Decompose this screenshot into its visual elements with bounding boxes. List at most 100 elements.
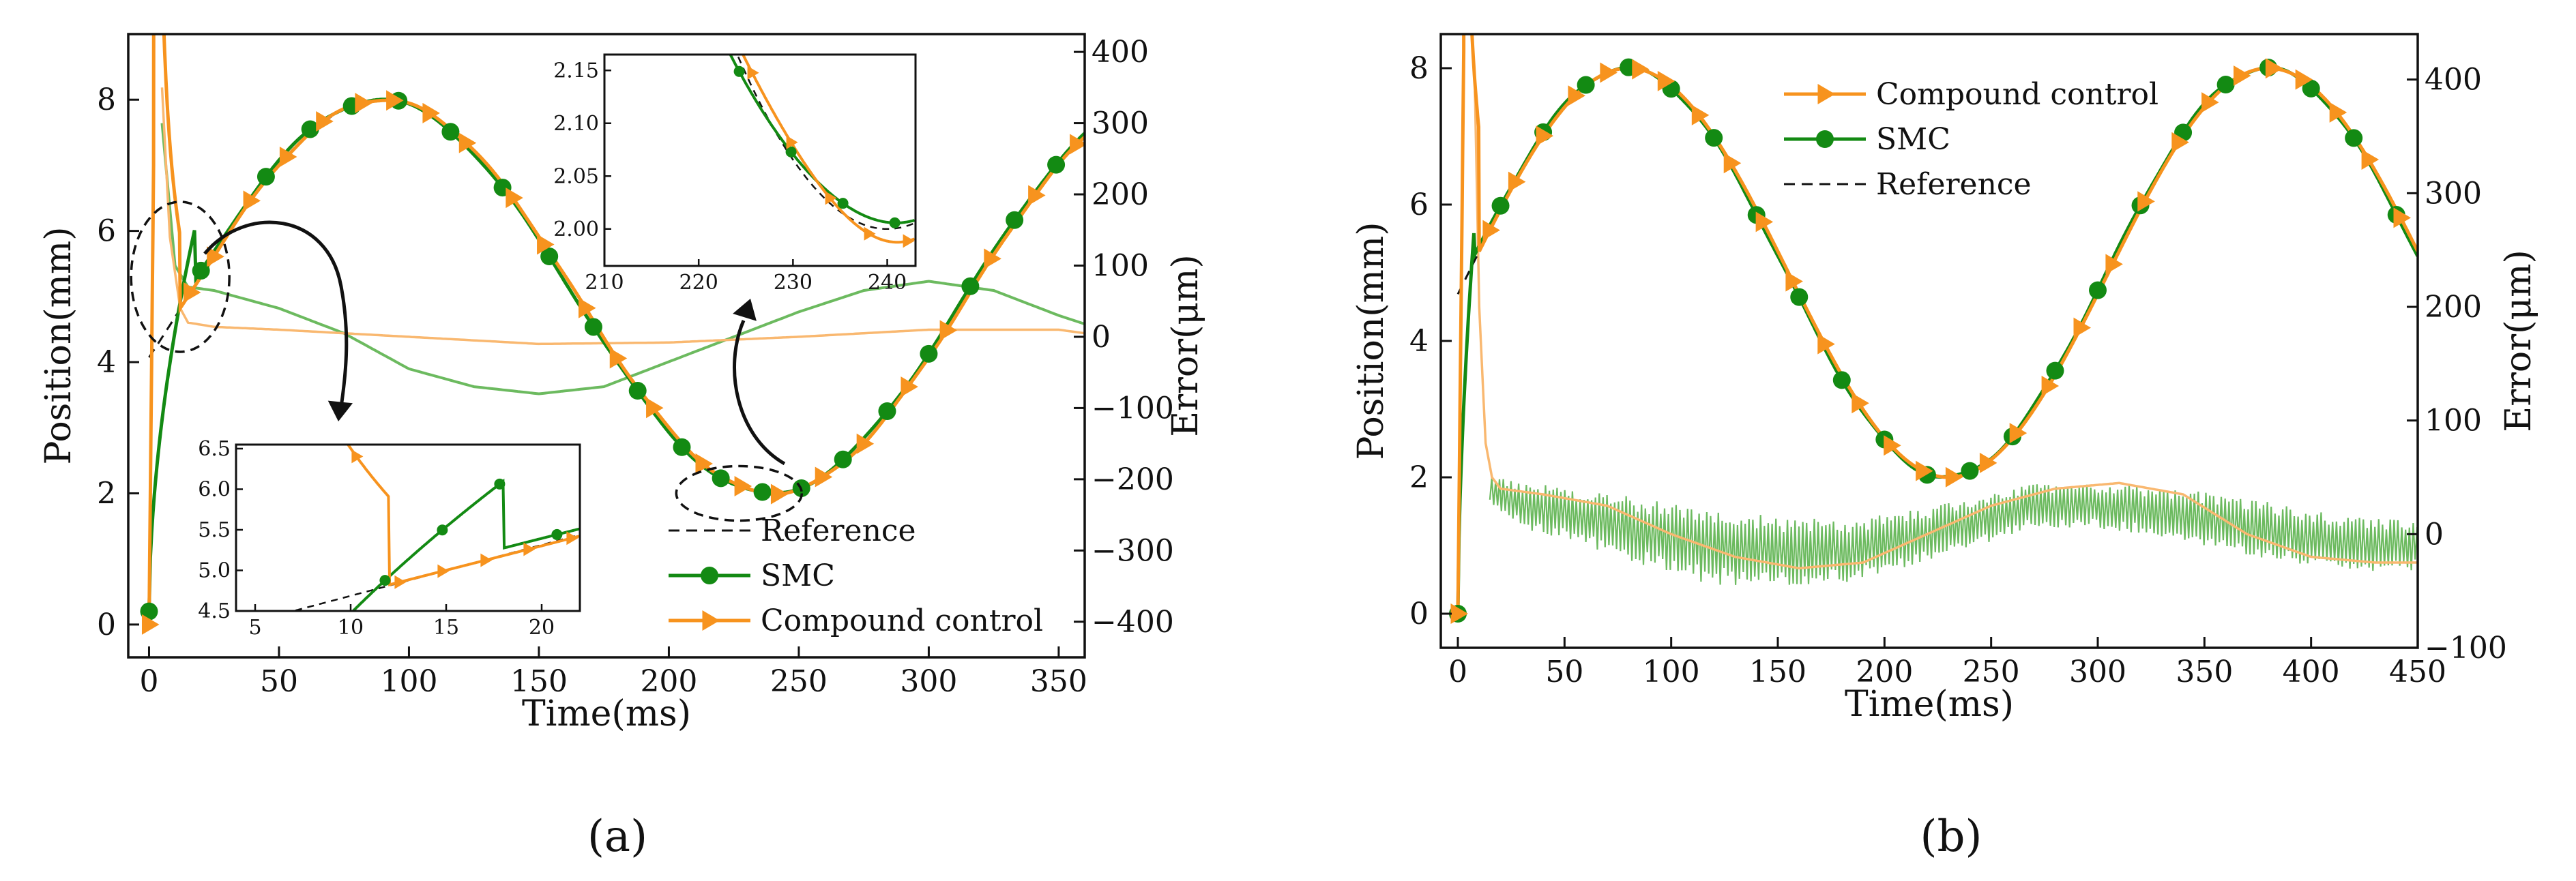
inset-compound-line-zoom-minimum — [741, 55, 916, 244]
compound-marker-b-15 — [1916, 460, 1933, 481]
legend-a: Reference SMC Compound control — [669, 513, 1043, 638]
y2-tick-label-a-7: 300 — [1092, 106, 1149, 141]
smc-marker-a-3 — [301, 120, 319, 138]
compound-marker-a-6 — [355, 93, 372, 114]
compound-marker-b-21 — [2105, 254, 2123, 275]
x-axis-label-a: Time(ms) — [522, 693, 691, 734]
inset-y-tick-label-zoom-start-2: 5.5 — [198, 518, 231, 542]
y-axis-label-b: Position(mm) — [1351, 222, 1392, 460]
y-tick-label-b-2: 4 — [1409, 324, 1429, 359]
compound-marker-b-8 — [1691, 104, 1710, 125]
legend-label-b-1: SMC — [1876, 122, 1950, 157]
compound-marker-b-28 — [2329, 102, 2347, 123]
inset-y-tick-label-zoom-start-4: 6.5 — [198, 437, 231, 461]
compound-marker-b-1 — [1482, 220, 1500, 241]
compound-marker-b-2 — [1508, 171, 1526, 192]
smc-marker-a-20 — [1047, 155, 1066, 174]
compound-marker-b-30 — [2393, 207, 2411, 228]
y2-tick-label-a-5: 100 — [1092, 248, 1149, 283]
x-tick-label-a-5: 250 — [770, 664, 828, 699]
compound-marker-b-18 — [2009, 423, 2028, 444]
inset-frame-zoom-start — [235, 443, 581, 612]
smc-marker-a-11 — [673, 438, 691, 456]
smc-marker-b-14 — [2046, 361, 2064, 380]
arrow-head-minimum-inset — [733, 299, 757, 321]
legend-label-b-2: Reference — [1876, 167, 2032, 202]
compound-marker-a-13 — [609, 348, 628, 369]
y2-axis-label-a: Error(μm) — [1165, 254, 1206, 437]
inset-compound-marker-zoom-start-2 — [351, 449, 364, 464]
smc-marker-b-3 — [1577, 76, 1595, 94]
inset-y-tick-label-zoom-minimum-3: 2.15 — [553, 59, 599, 83]
compound-marker-b-19 — [2041, 376, 2060, 397]
compound-marker-b-23 — [2171, 132, 2189, 153]
smc-marker-b-12 — [1961, 462, 1979, 480]
smc-marker-a-9 — [584, 318, 602, 336]
y-tick-label-b-0: 0 — [1409, 597, 1429, 631]
x-tick-label-a-0: 0 — [139, 664, 158, 699]
inset-smc-line-zoom-start — [351, 478, 580, 611]
caption-b: (b) — [1920, 811, 1982, 862]
compound-marker-b-24 — [2201, 92, 2219, 113]
smc-marker-a-13 — [753, 483, 772, 501]
compound-marker-a-19 — [856, 433, 875, 454]
inset-x-tick-label-zoom-start-2: 15 — [433, 616, 459, 640]
compound-marker-a-23 — [1028, 185, 1046, 206]
smc-marker-a-6 — [441, 123, 460, 141]
y-tick-label-b-4: 8 — [1409, 51, 1429, 86]
compound-line-b — [1456, 34, 2418, 614]
inset-y-tick-label-zoom-start-1: 5.0 — [198, 558, 231, 582]
y2-tick-label-a-2: −200 — [1092, 462, 1174, 497]
x-tick-label-b-9: 450 — [2389, 655, 2446, 689]
y2-tick-label-b-0: −100 — [2425, 631, 2507, 666]
compound-marker-b-17 — [1979, 452, 1997, 473]
compound-marker-a-8 — [422, 102, 440, 123]
inset-smc-marker-zoom-start-5 — [551, 528, 563, 540]
smc-marker-a-19 — [1006, 211, 1024, 229]
compound-marker-b-9 — [1723, 153, 1742, 174]
arrow-to-start-inset — [203, 220, 349, 418]
compound-marker-b-10 — [1755, 211, 1774, 233]
compound-marker-a-14 — [646, 398, 664, 419]
smc-marker-b-20 — [2302, 79, 2320, 98]
compound-error-line-b — [1474, 91, 2418, 570]
inset-smc-marker-zoom-minimum-4 — [837, 198, 849, 209]
compound-marker-b-7 — [1657, 70, 1675, 91]
compound-marker-a-21 — [939, 320, 958, 341]
y2-tick-label-a-6: 200 — [1092, 177, 1149, 212]
compound-marker-b-27 — [2295, 69, 2313, 90]
zoom-ellipse-minimum — [675, 464, 804, 522]
compound-marker-b-25 — [2233, 65, 2251, 87]
compound-marker-b-12 — [1817, 333, 1835, 355]
inset-smc-marker-zoom-start-1 — [322, 631, 333, 642]
y2-tick-label-a-4: 0 — [1092, 320, 1111, 355]
legend-b: Compound control SMC Reference — [1784, 77, 2158, 202]
zoom-ellipse-start — [130, 200, 231, 353]
smc-marker-a-15 — [834, 450, 852, 468]
inset-smc-marker-zoom-start-4 — [494, 478, 506, 490]
inset-compound-marker-zoom-minimum-4 — [786, 135, 798, 149]
inset-compound-marker-zoom-start-6 — [523, 542, 536, 556]
inset-zoom-start: 5 10 15 20 4.5 5.0 5.5 6.0 6.5 — [198, 437, 581, 708]
inset-y-tick-label-zoom-minimum-2: 2.10 — [553, 112, 599, 136]
x-tick-label-b-5: 250 — [1963, 655, 2020, 689]
chart-a: 0 50 100 150 200 250 300 35002468−400−300−200−1… — [38, 33, 1206, 862]
compound-marker-a-4 — [279, 146, 297, 167]
caption-a: (a) — [587, 811, 647, 862]
smc-marker-b-8 — [1790, 288, 1809, 306]
compound-marker-a-15 — [695, 453, 713, 474]
legend-smc-marker-a — [701, 567, 718, 584]
x-axis-label-b: Time(ms) — [1845, 684, 2014, 725]
legend-label-a-1: SMC — [761, 558, 835, 593]
inset-x-tick-label-zoom-start-0: 5 — [248, 616, 261, 640]
smc-marker-a-8 — [540, 248, 559, 266]
inset-smc-marker-zoom-start-0 — [265, 698, 276, 708]
inset-x-tick-label-zoom-start-1: 10 — [338, 616, 364, 640]
compound-marker-a-22 — [984, 248, 1001, 269]
compound-marker-b-14 — [1884, 435, 1901, 456]
y2-tick-label-a-0: −400 — [1092, 605, 1174, 640]
plot-area-a — [140, 34, 1085, 635]
compound-marker-a-10 — [506, 188, 523, 209]
inset-compound-marker-zoom-start-3 — [394, 575, 407, 589]
inset-x-tick-label-zoom-minimum-0: 210 — [585, 271, 624, 295]
